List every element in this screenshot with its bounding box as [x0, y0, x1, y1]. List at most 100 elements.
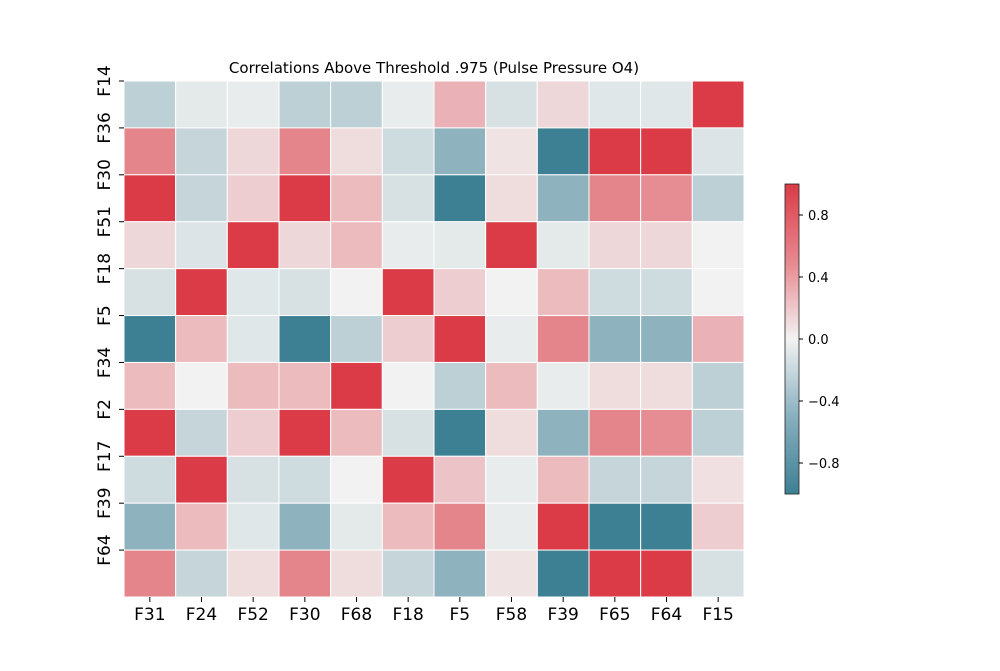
- heatmap-cell: [123, 80, 177, 129]
- x-tick-label: F68: [341, 605, 372, 625]
- y-tick-label: F18: [95, 253, 115, 284]
- heatmap-cell: [226, 455, 280, 504]
- x-tick-label: F30: [289, 605, 320, 625]
- heatmap-cell: [175, 174, 228, 223]
- heatmap-cell: [381, 221, 435, 270]
- heatmap-cell: [123, 455, 177, 504]
- y-tick-label: F17: [95, 441, 115, 472]
- heatmap-cell: [278, 455, 332, 504]
- heatmap-cell: [226, 549, 280, 598]
- heatmap-cell: [330, 549, 383, 598]
- heatmap-cell: [226, 361, 280, 410]
- y-tick-label: F5: [95, 305, 115, 326]
- colorbar-tick-label: −0.8: [808, 457, 840, 472]
- heatmap-cell: [588, 174, 642, 223]
- heatmap-cell: [485, 502, 538, 551]
- heatmap-cell: [278, 221, 332, 270]
- heatmap-cell: [330, 408, 383, 457]
- heatmap-cell: [226, 174, 280, 223]
- heatmap-cell: [588, 455, 642, 504]
- heatmap-cell: [588, 549, 642, 598]
- heatmap-cell: [175, 502, 228, 551]
- y-axis: F14 F36 F30 F51 F18 F5 F34 F2 F17 F39 F64: [95, 65, 124, 566]
- heatmap-cell: [278, 361, 332, 410]
- heatmap-cell: [536, 174, 590, 223]
- heatmap-cell: [640, 127, 693, 176]
- heatmap-cell: [485, 268, 538, 317]
- heatmap-cell: [433, 268, 487, 317]
- heatmap-cell: [175, 127, 228, 176]
- x-tick-label: F64: [651, 605, 682, 625]
- heatmap-cell: [278, 408, 332, 457]
- heatmap-cell: [381, 80, 435, 129]
- y-tick-label: F51: [95, 206, 115, 237]
- heatmap-cell: [123, 408, 177, 457]
- heatmap-cell: [485, 549, 538, 598]
- heatmap-cell: [381, 408, 435, 457]
- y-tick-label: F64: [95, 534, 115, 565]
- heatmap-cell: [330, 502, 383, 551]
- heatmap-cell: [433, 80, 487, 129]
- heatmap-cell: [123, 502, 177, 551]
- heatmap-cell: [226, 268, 280, 317]
- heatmap-cell: [330, 361, 383, 410]
- x-tick-label: F5: [450, 605, 471, 625]
- heatmap-cell: [381, 455, 435, 504]
- x-tick-label: F52: [237, 605, 268, 625]
- heatmap-cell: [536, 502, 590, 551]
- heatmap-cell: [175, 221, 228, 270]
- heatmap-cell: [278, 127, 332, 176]
- heatmap-cell: [123, 174, 177, 223]
- x-axis: F31 F24 F52 F30 F68 F18 F5 F58 F39 F65 F64 F15: [134, 597, 734, 625]
- colorbar-ticks: −0.8 −0.4 0.0 0.4 0.8: [799, 209, 840, 472]
- heatmap-cell: [433, 455, 487, 504]
- heatmap-cell: [588, 80, 642, 129]
- heatmap-cell: [226, 408, 280, 457]
- heatmap-cell: [691, 502, 745, 551]
- heatmap-cell: [123, 127, 177, 176]
- heatmap-cell: [640, 455, 693, 504]
- heatmap-cell: [381, 502, 435, 551]
- heatmap-cell: [691, 455, 745, 504]
- heatmap-cell: [330, 315, 383, 363]
- heatmap-cell: [330, 221, 383, 270]
- x-tick-label: F31: [134, 605, 165, 625]
- heatmap-cell: [640, 221, 693, 270]
- colorbar-tick-label: 0.4: [808, 271, 829, 286]
- y-tick-label: F34: [95, 347, 115, 378]
- heatmap-cell: [588, 315, 642, 363]
- heatmap-cell: [278, 268, 332, 317]
- heatmap-cell: [433, 549, 487, 598]
- y-tick-label: F39: [95, 487, 115, 518]
- heatmap-cell: [536, 221, 590, 270]
- heatmap-cell: [330, 268, 383, 317]
- heatmap-cell: [175, 268, 228, 317]
- heatmap-cell: [536, 408, 590, 457]
- heatmap-cell: [381, 268, 435, 317]
- heatmap-cell: [485, 80, 538, 129]
- heatmap-cell: [381, 361, 435, 410]
- x-tick-label: F39: [547, 605, 578, 625]
- heatmap-cell: [640, 315, 693, 363]
- heatmap-cell: [278, 174, 332, 223]
- heatmap-cell: [123, 315, 177, 363]
- heatmap-cell: [175, 408, 228, 457]
- heatmap-cell: [691, 80, 745, 129]
- heatmap-cell: [588, 502, 642, 551]
- heatmap-cell: [640, 408, 693, 457]
- heatmap-cell: [278, 549, 332, 598]
- colorbar-tick-label: 0.8: [808, 209, 829, 224]
- heatmap-cell: [330, 455, 383, 504]
- heatmap-cell: [175, 315, 228, 363]
- heatmap-cell: [691, 174, 745, 223]
- heatmap-cell: [123, 361, 177, 410]
- y-tick-label: F30: [95, 159, 115, 190]
- heatmap-cell: [536, 268, 590, 317]
- heatmap-cell: [330, 80, 383, 129]
- colorbar-gradient: [784, 183, 800, 495]
- heatmap-cell: [226, 502, 280, 551]
- heatmap-cell: [640, 361, 693, 410]
- x-tick-label: F58: [496, 605, 527, 625]
- heatmap-cell: [175, 549, 228, 598]
- x-tick-label: F65: [599, 605, 630, 625]
